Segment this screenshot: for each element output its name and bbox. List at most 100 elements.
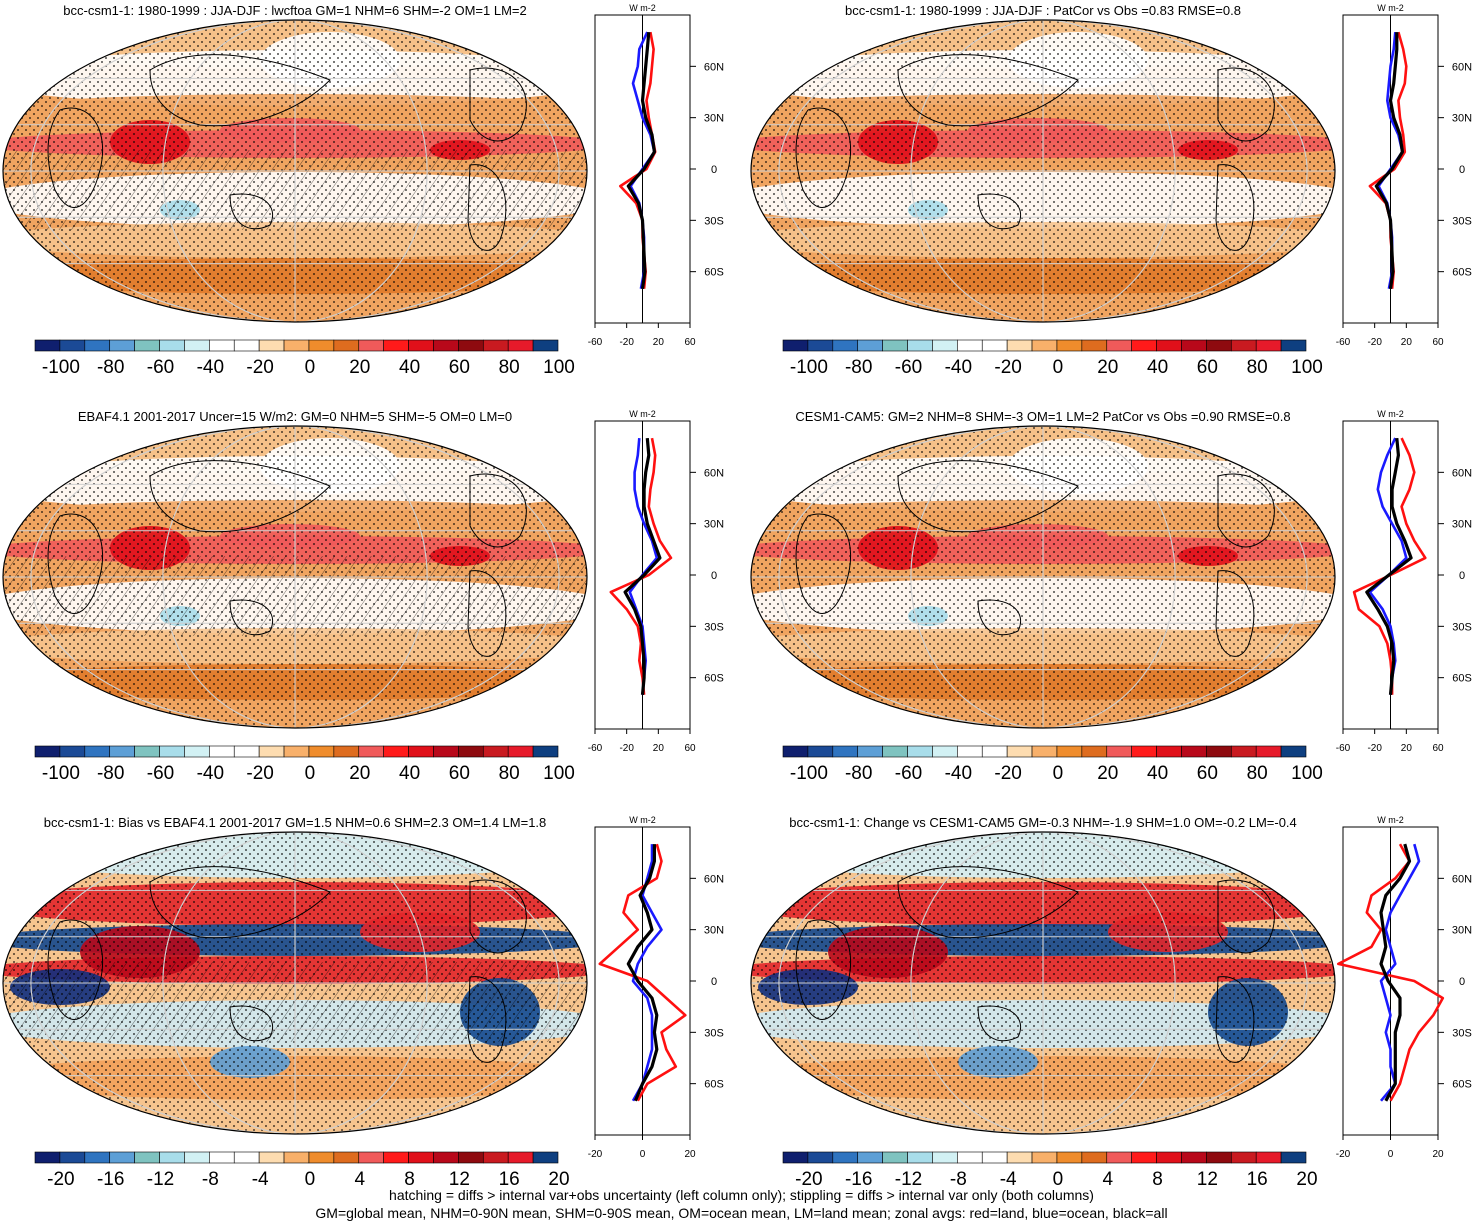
map-field [3, 426, 587, 728]
colorbar-swatch [233, 339, 260, 352]
coastline [897, 54, 1079, 127]
colorbar-swatch [308, 1151, 335, 1164]
colorbar-swatch [782, 339, 809, 352]
colorbar: -100 -80 -60 -40 -20 0 20 40 60 80 100 [782, 339, 1323, 378]
colorbar-swatch [59, 1151, 86, 1164]
lat-tick-label: 60N [704, 873, 724, 885]
colorbar-label: 80 [499, 357, 520, 378]
colorbar-swatch [507, 745, 534, 758]
hatching [3, 556, 587, 636]
colorbar-swatch [482, 339, 509, 352]
colorbar-swatch [1056, 1151, 1083, 1164]
footnote-abbreviations: GM=global mean, NHM=0-90N mean, SHM=0-90… [315, 1205, 1168, 1221]
coastline [897, 460, 1079, 533]
colorbar-label: 40 [399, 763, 420, 784]
coastline [1215, 976, 1255, 1063]
lat-tick-label: 60S [704, 267, 724, 279]
coastline [1215, 570, 1255, 657]
colorbar-swatch [458, 745, 484, 758]
colorbar-label: 100 [1291, 357, 1323, 378]
coastline [467, 976, 507, 1063]
lat-tick-label: 30N [704, 925, 724, 937]
zonal-plot: W m-2 60N 30N 0 30S 60S -20 0 20 [588, 815, 724, 1160]
lat-tick-label: 30N [1452, 113, 1472, 125]
zonal-plot: W m-2 60N 30N 0 30S 60S -20 0 20 [1336, 815, 1472, 1160]
colorbar-swatch [1031, 339, 1058, 352]
map-field [751, 832, 1335, 1134]
series-all [1365, 437, 1413, 695]
colorbar-swatch [1006, 745, 1033, 758]
lat-tick-label: 60N [1452, 467, 1472, 479]
map-border [750, 425, 1336, 729]
lat-tick-label: 60S [1452, 673, 1472, 685]
colorbar-label: -20 [994, 357, 1021, 378]
colorbar-swatch [184, 1151, 210, 1164]
x-tick-label: -20 [588, 1149, 603, 1160]
colorbar-swatch [1206, 1151, 1232, 1164]
colorbar-label: -100 [42, 763, 80, 784]
zonal-plot: W m-2 60N 30N 0 30S 60S -60 -20 20 60 [588, 409, 724, 754]
colorbar-swatch [857, 339, 883, 352]
colorbar-swatch [882, 745, 908, 758]
colorbar-swatch [1131, 1151, 1157, 1164]
hatching [3, 150, 587, 230]
colorbar-label: 20 [349, 763, 370, 784]
lat-tick-label: 0 [1459, 164, 1465, 176]
lat-tick-label: 30N [1452, 519, 1472, 531]
map-border [2, 831, 588, 1135]
coastline [897, 866, 1079, 939]
panel-p1: bcc-csm1-1: 1980-1999 : JJA-DJF : lwcfto… [2, 3, 724, 378]
x-tick-label: 20 [684, 1149, 696, 1160]
coastline [1217, 67, 1275, 142]
lat-tick-label: 0 [711, 164, 717, 176]
zonal-plot: W m-2 60N 30N 0 30S 60S -60 -20 20 60 [1336, 409, 1472, 754]
x-tick-label: -20 [1336, 1149, 1351, 1160]
coastline [1215, 164, 1255, 251]
colorbar-swatch [782, 1151, 809, 1164]
colorbar-swatch [482, 1151, 509, 1164]
x-tick-label: 20 [653, 337, 665, 348]
hatching [3, 962, 587, 1042]
x-tick-label: -20 [1367, 337, 1382, 348]
colorbar-label: -16 [97, 1169, 124, 1190]
colorbar-label: 0 [305, 763, 316, 784]
colorbar-swatch [109, 745, 135, 758]
colorbar-swatch [832, 339, 859, 352]
map-field [751, 20, 1335, 322]
colorbar-swatch [358, 1151, 384, 1164]
series-land [609, 437, 673, 695]
colorbar-swatch [333, 745, 360, 758]
panel-title: bcc-csm1-1: 1980-1999 : JJA-DJF : lwcfto… [63, 3, 526, 18]
panel-p5: bcc-csm1-1: Bias vs EBAF4.1 2001-2017 GM… [2, 815, 724, 1190]
colorbar-label: -20 [246, 763, 273, 784]
colorbar-label: 20 [1097, 763, 1118, 784]
colorbar-swatch [258, 339, 285, 352]
lat-tick-label: 30N [704, 519, 724, 531]
coastline [149, 460, 331, 533]
colorbar-label: -80 [97, 357, 124, 378]
colorbar-swatch [34, 1151, 61, 1164]
colorbar-swatch [857, 1151, 883, 1164]
lat-tick-label: 30S [1452, 215, 1472, 227]
lat-tick-label: 30S [704, 621, 724, 633]
colorbar-swatch [1106, 339, 1132, 352]
colorbar-swatch [358, 339, 384, 352]
series-all [626, 31, 657, 290]
colorbar-swatch [109, 1151, 135, 1164]
colorbar-swatch [857, 745, 883, 758]
colorbar-label: 20 [1296, 1169, 1317, 1190]
map-border [2, 425, 588, 729]
colorbar-swatch [532, 745, 559, 758]
colorbar: -20 -16 -12 -8 -4 0 4 8 12 16 20 [782, 1151, 1318, 1190]
colorbar-swatch [159, 1151, 185, 1164]
colorbar-swatch [283, 339, 310, 352]
colorbar-swatch [84, 339, 111, 352]
colorbar-swatch [882, 1151, 908, 1164]
x-tick-label: 60 [684, 337, 696, 348]
map-border [750, 831, 1336, 1135]
colorbar-swatch [1181, 339, 1207, 352]
footnote-hatching: hatching = diffs > internal var+obs unce… [389, 1187, 1094, 1203]
colorbar-swatch [433, 339, 459, 352]
colorbar-swatch [1156, 745, 1182, 758]
coastline [977, 1005, 1021, 1042]
